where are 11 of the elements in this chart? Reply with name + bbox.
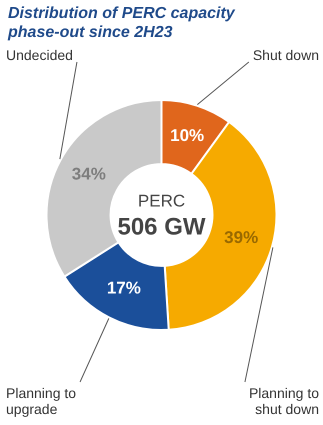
data-label: 10% [170,126,204,145]
slice-label: Planning to shut down [248,384,320,417]
chart-title: Distribution of PERC capacity phase-out since 2H23 [8,4,236,43]
data-label: 34% [72,164,106,184]
slice-label: Planning to upgrade [6,384,76,417]
data-label: 17% [106,278,141,298]
slice-label: Shut down [252,46,319,63]
text: 506 GW [117,214,206,241]
data-label: 39% [224,228,258,247]
text: PERC [138,192,186,211]
slice-label: Undecided [6,46,73,63]
